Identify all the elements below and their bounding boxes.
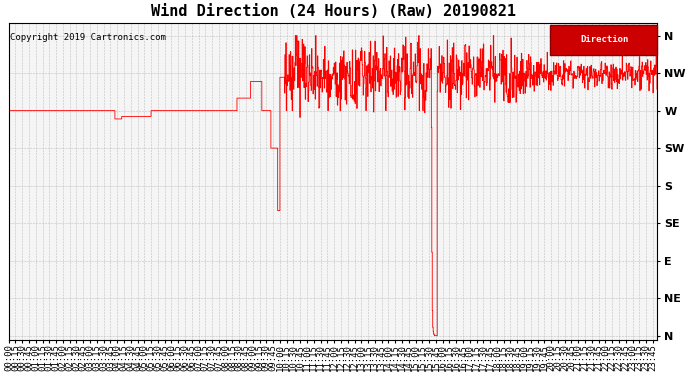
Title: Wind Direction (24 Hours) (Raw) 20190821: Wind Direction (24 Hours) (Raw) 20190821 bbox=[150, 4, 515, 19]
Text: Direction: Direction bbox=[580, 35, 629, 44]
FancyBboxPatch shape bbox=[551, 25, 658, 55]
Text: Copyright 2019 Cartronics.com: Copyright 2019 Cartronics.com bbox=[10, 33, 166, 42]
